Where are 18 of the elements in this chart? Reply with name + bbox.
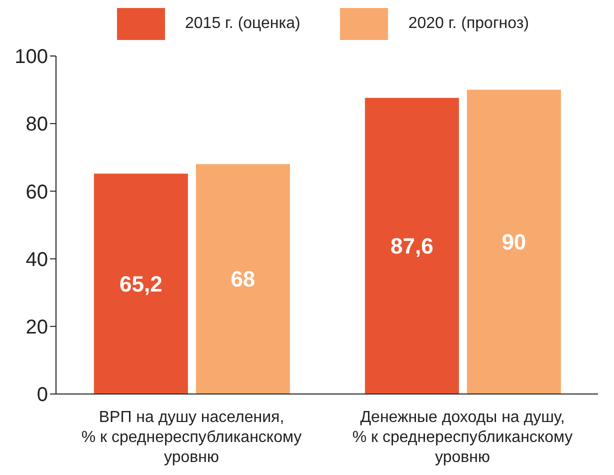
y-tick-label: 0: [36, 384, 48, 406]
y-tick-label: 100: [14, 46, 48, 68]
data-label: 87,6: [390, 233, 434, 258]
x-tick-label: Денежные доходы на душу, % к среднереспубликанскому уровню: [352, 409, 573, 466]
legend-label: 2020 г. (прогноз): [408, 15, 529, 33]
data-label: 90: [502, 229, 526, 254]
y-tick-label: 20: [26, 316, 48, 338]
bar: [94, 174, 188, 394]
y-tick-label: 60: [26, 181, 48, 204]
data-label: 68: [230, 266, 256, 292]
bar: [364, 98, 459, 394]
bar: [466, 90, 561, 394]
legend-label: 2015 г. (оценка): [185, 15, 300, 33]
y-tick-label: 40: [26, 248, 48, 271]
y-tick-label: 80: [26, 114, 48, 136]
x-tick-label: ВРП на душу населения, % к среднереспубликанскому уровню: [81, 409, 302, 466]
bar: [196, 164, 290, 394]
data-label: 65,2: [120, 271, 162, 296]
